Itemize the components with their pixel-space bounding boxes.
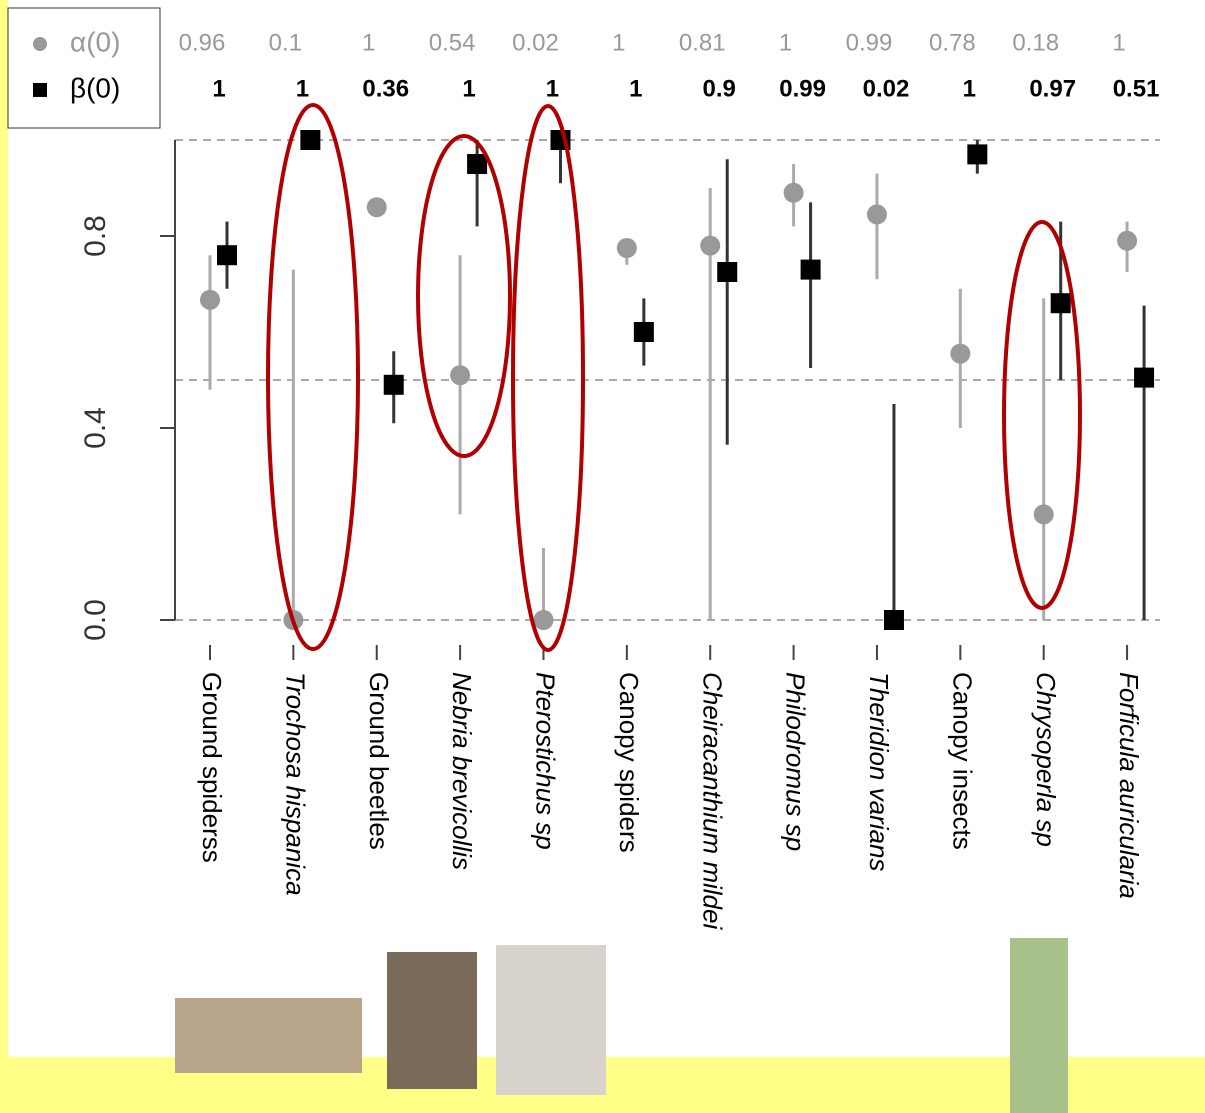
x-tick-label: Nebria brevicollis [447, 672, 477, 870]
x-tick-label: Canopy spiders [614, 672, 644, 853]
top-label: 1 [629, 75, 642, 102]
point [967, 144, 987, 164]
top-label: 0.78 [929, 29, 976, 56]
top-label: 0.97 [1029, 75, 1076, 102]
top-label: 0.99 [779, 75, 826, 102]
point [950, 344, 970, 364]
point [367, 197, 387, 217]
point [533, 610, 553, 630]
top-label: 1 [462, 75, 475, 102]
page: 0.0 0.4 0.8 Ground spiderss Trochosa hispani… [0, 0, 1205, 1113]
top-label: 1 [546, 75, 559, 102]
point [450, 365, 470, 385]
x-tick-label: Chrysoperla sp [1031, 672, 1061, 847]
top-label: 0.18 [1012, 29, 1059, 56]
x-tick-label: Forficula auricularia [1114, 672, 1144, 899]
legend-marker [33, 83, 47, 97]
top-label: 1 [779, 29, 792, 56]
x-tick-label: Theridion varians [864, 672, 894, 871]
point [884, 610, 904, 630]
point [1134, 368, 1154, 388]
top-label: 0.54 [429, 29, 476, 56]
x-tick-label: Canopy insects [947, 672, 977, 850]
point [217, 245, 237, 265]
top-label: 1 [612, 29, 625, 56]
y-tick-label: 0.0 [79, 599, 112, 641]
top-label: 0.96 [179, 29, 226, 56]
top-label: 0.9 [703, 75, 736, 102]
photo-beetle [496, 945, 606, 1095]
top-label: 1 [362, 29, 375, 56]
photo-spider [175, 998, 362, 1073]
x-tick-label: Cheiracanthium mildei [697, 672, 727, 930]
point [801, 260, 821, 280]
chart: 0.0 0.4 0.8 Ground spiderss Trochosa hispani… [0, 0, 1205, 1113]
top-label: 1 [212, 75, 225, 102]
point [700, 236, 720, 256]
point [617, 238, 637, 258]
point [784, 183, 804, 203]
plot-background [8, 0, 1205, 1057]
point [384, 375, 404, 395]
x-tick-label: Trochosa hispanica [280, 672, 310, 896]
point [717, 262, 737, 282]
top-label: 0.99 [846, 29, 893, 56]
point [1034, 504, 1054, 524]
x-tick-label: Ground spiderss [197, 672, 227, 863]
top-label: 0.36 [362, 75, 409, 102]
point [634, 322, 654, 342]
top-label: 0.51 [1113, 75, 1160, 102]
top-label: 1 [963, 75, 976, 102]
legend-label: β(0) [70, 72, 120, 103]
top-label: 0.02 [863, 75, 910, 102]
x-tick-label: Philodromus sp [781, 672, 811, 851]
point [867, 204, 887, 224]
y-tick-label: 0.4 [79, 407, 112, 449]
top-label: 1 [296, 75, 309, 102]
y-tick-label: 0.8 [79, 215, 112, 257]
legend-label: α(0) [70, 26, 120, 57]
top-label: 0.81 [679, 29, 726, 56]
x-tick-label: Ground beetles [364, 672, 394, 850]
top-label: 0.02 [512, 29, 559, 56]
point [300, 130, 320, 150]
point [1117, 231, 1137, 251]
photo-beetle [387, 952, 477, 1089]
x-tick-label: Pterostichus sp [531, 672, 561, 850]
top-label: 0.1 [269, 29, 302, 56]
top-label: 1 [1112, 29, 1125, 56]
photo-lacewing [1010, 938, 1068, 1113]
point [467, 154, 487, 174]
legend-marker [33, 37, 47, 51]
point [200, 290, 220, 310]
point [1051, 293, 1071, 313]
